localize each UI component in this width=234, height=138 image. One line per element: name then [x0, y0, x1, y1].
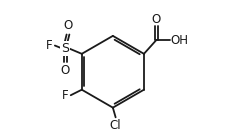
Text: O: O	[152, 13, 161, 26]
Text: S: S	[61, 42, 69, 55]
Text: O: O	[63, 19, 73, 32]
Text: Cl: Cl	[110, 119, 121, 132]
Text: F: F	[62, 89, 69, 102]
Text: OH: OH	[171, 34, 189, 47]
Text: F: F	[45, 39, 52, 52]
Text: O: O	[61, 64, 70, 77]
